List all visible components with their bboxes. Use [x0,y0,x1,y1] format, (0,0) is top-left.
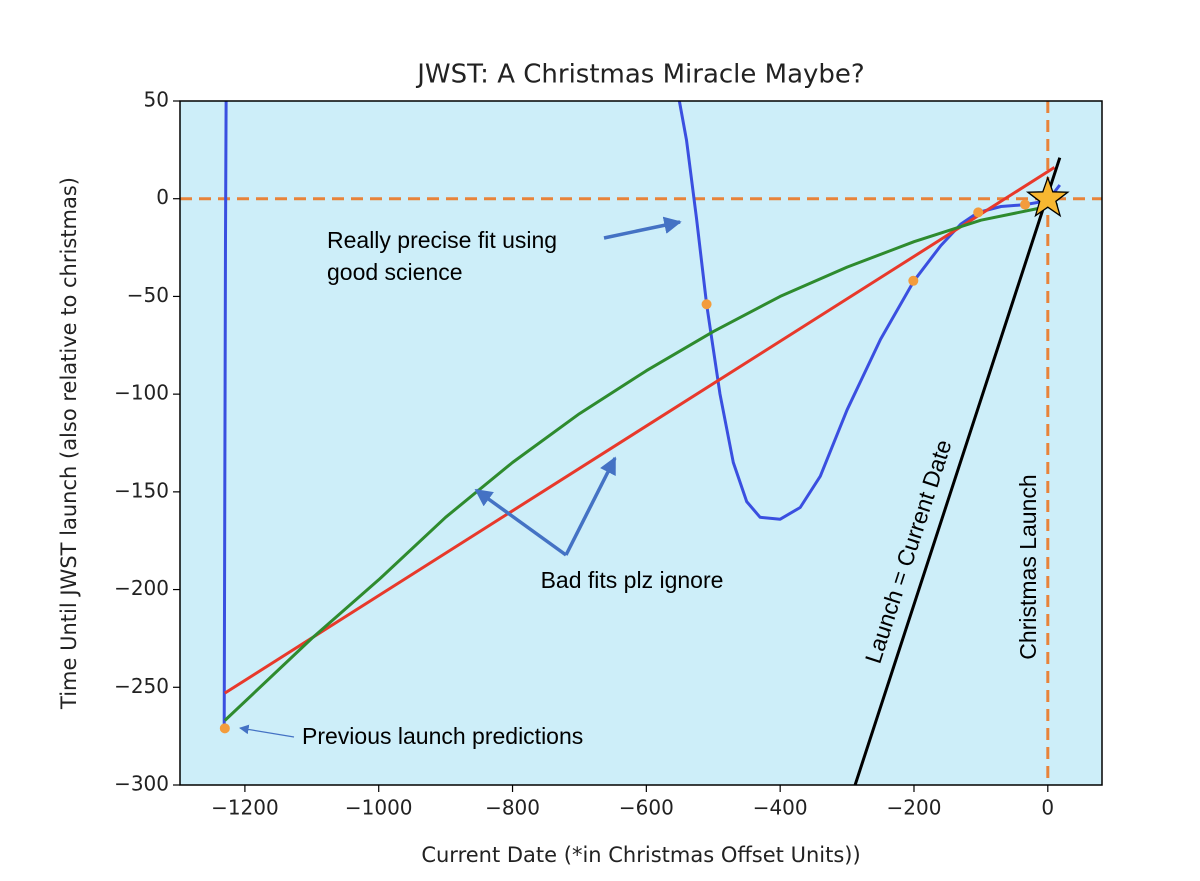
data-point [908,275,919,286]
annotation-arrow [603,216,682,240]
data-point [1020,199,1031,210]
x-axis-label: Current Date (*in Christmas Offset Units… [421,843,860,867]
y-tick-label: −200 [114,576,169,600]
y-tick-label: 0 [156,185,169,209]
x-tick-label: −400 [753,796,808,820]
y-tick-label: −100 [114,381,169,405]
plot-frame [179,100,1103,786]
annotation-arrow [239,724,295,738]
plot-area [180,101,1102,785]
data-point [701,299,712,310]
y-tick-label: −50 [127,283,169,307]
series-line [223,203,1059,722]
series-line [853,157,1062,785]
y-tick-label: −250 [114,674,169,698]
x-tick-label: −600 [619,796,674,820]
annotation: Christmas Launch [1015,474,1041,659]
plot-content [180,101,1102,785]
x-tick-label: −800 [485,796,540,820]
x-tick-label: 0 [1041,796,1054,820]
annotation: Really precise fit using [327,227,557,253]
series-line [223,166,1056,695]
data-point [973,207,984,218]
y-axis-label: Time Until JWST launch (also relative to… [57,177,81,710]
annotation: good science [327,259,463,285]
y-tick-label: 50 [144,88,169,112]
y-tick-label: −300 [114,772,169,796]
chart-title: JWST: A Christmas Miracle Maybe? [415,60,864,90]
data-point [219,723,230,734]
annotation-arrow [474,488,568,557]
y-tick-label: −150 [114,478,169,502]
x-tick-label: −1200 [211,796,279,820]
star-marker [1025,175,1070,218]
annotation-arrow [564,456,617,556]
x-tick-label: −1000 [345,796,413,820]
annotation: Previous launch predictions [302,723,583,749]
annotation: Bad fits plz ignore [541,567,724,593]
x-tick-label: −200 [887,796,942,820]
